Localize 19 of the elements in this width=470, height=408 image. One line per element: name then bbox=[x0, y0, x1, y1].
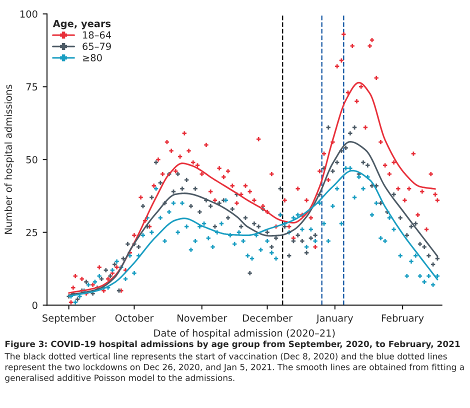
y-tick-label: 100 bbox=[20, 10, 38, 18]
legend-label: ≥80 bbox=[83, 54, 102, 62]
text: Figure 3: COVID-19 hospital admissions by age group from September, 2020, to February, 2021 bbox=[5, 340, 460, 349]
legend-title: Age, years bbox=[52, 20, 111, 30]
x-tick-label: December bbox=[243, 314, 293, 322]
x-tick-label: November bbox=[178, 314, 228, 322]
y-tick-label: 75 bbox=[26, 83, 38, 91]
x-tick-label: January bbox=[316, 314, 354, 324]
y-axis-title: Number of hospital admissions bbox=[4, 84, 14, 234]
legend-label: 65–79 bbox=[82, 42, 111, 50]
x-axis-title: Date of hospital admission (2020–21) bbox=[154, 329, 335, 339]
x-tick-label: September bbox=[42, 314, 96, 324]
y-tick-label: 0 bbox=[32, 302, 38, 310]
y-tick-label: 25 bbox=[26, 228, 38, 236]
y-tick-label: 50 bbox=[26, 156, 38, 164]
legend-label: 18–64 bbox=[83, 31, 112, 39]
x-tick-label: October bbox=[115, 314, 154, 322]
x-tick-label: February bbox=[382, 314, 424, 324]
text: The black dotted vertical line represents the start of vaccination (Dec 8, 2020) and the blue dotted lines represent the two lockdowns on Dec 26, 2020, and Jan 5, 2021. The smooth lines are obtained from fitting a generalised additive Poisson model to the admissions. bbox=[4, 352, 464, 383]
